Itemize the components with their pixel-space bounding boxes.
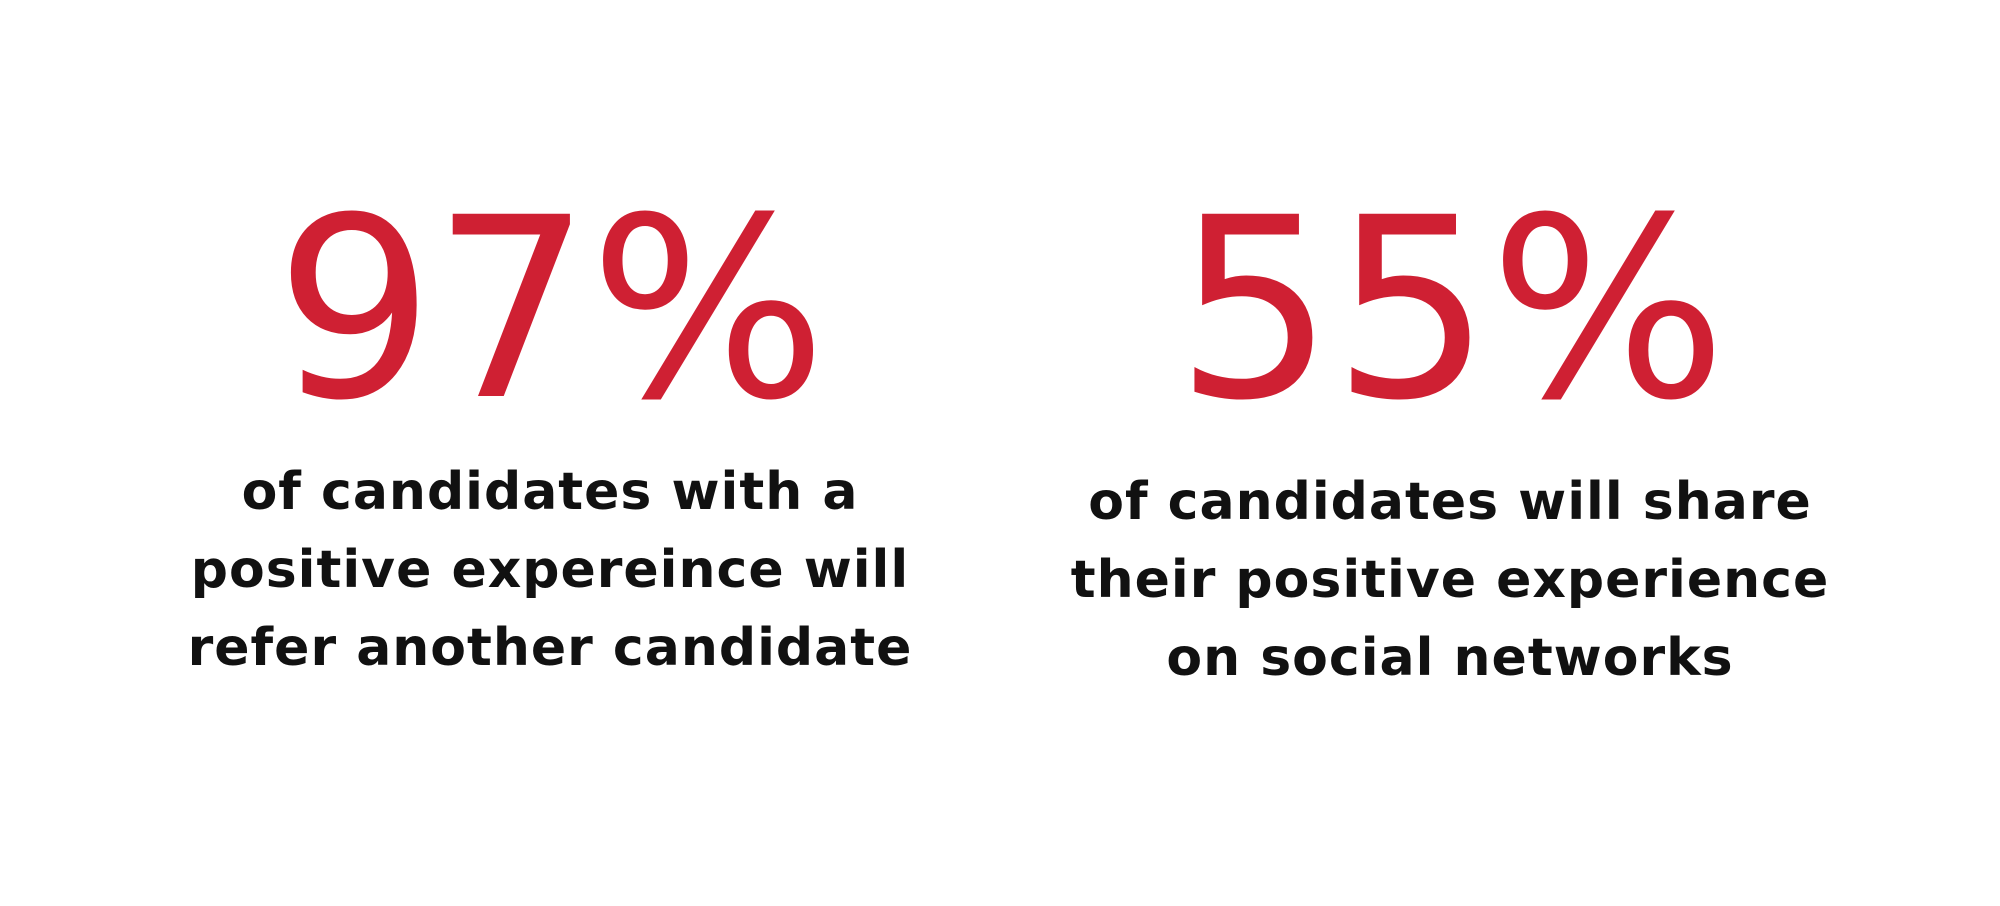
- caption-line: their positive experience: [1070, 550, 1830, 610]
- stat-caption: of candidates with a positive expereince…: [188, 453, 913, 687]
- stat-percentage: 97%: [275, 164, 827, 455]
- stat-percentage: 55%: [1175, 164, 1727, 455]
- stat-social-share: 55% of candidates will share their posit…: [1050, 164, 1850, 697]
- caption-line: positive expereince will: [190, 540, 910, 600]
- caption-line: of candidates will share: [1088, 472, 1812, 532]
- stat-caption: of candidates will share their positive …: [1071, 463, 1830, 697]
- caption-line: of candidates with a: [241, 462, 859, 522]
- caption-line: on social networks: [1166, 628, 1734, 688]
- stat-referral: 97% of candidates with a positive expere…: [160, 164, 940, 687]
- caption-line: refer another candidate: [187, 618, 913, 678]
